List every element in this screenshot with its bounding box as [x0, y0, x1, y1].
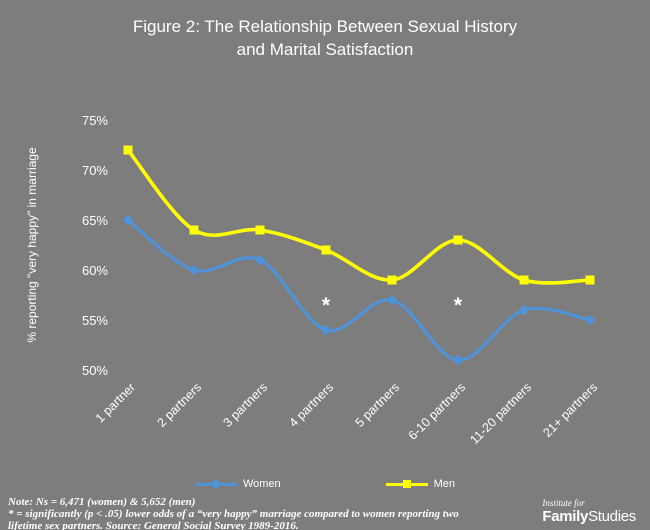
source-note: Note: Ns = 6,471 (women) & 5,652 (men) *… [8, 496, 480, 530]
chart-title: Figure 2: The Relationship Between Sexua… [0, 16, 650, 62]
logo-name-studies: Studies [588, 508, 636, 525]
svg-text:3 partners: 3 partners [220, 380, 270, 430]
legend-label-men: Men [433, 478, 456, 490]
svg-text:5 partners: 5 partners [352, 380, 402, 430]
legend-label-women: Women [242, 478, 281, 490]
svg-text:6-10 partners: 6-10 partners [406, 380, 468, 442]
logo-tagline: Institute for [542, 498, 585, 508]
legend-marker-men-icon [402, 479, 411, 488]
svg-text:75%: 75% [82, 113, 108, 128]
ifs-logo: Institute for FamilyStudies [542, 499, 636, 525]
legend-item-women: Women [194, 477, 281, 490]
svg-text:21+ partners: 21+ partners [540, 380, 600, 440]
svg-text:4 partners: 4 partners [286, 380, 336, 430]
legend-marker-women-icon [210, 477, 222, 490]
logo-name-family: Family [542, 508, 589, 525]
chart-title-line2: and Marital Satisfaction [236, 39, 414, 59]
svg-text:50%: 50% [82, 363, 108, 378]
logo-name: FamilyStudies [542, 508, 636, 525]
svg-text:*: * [322, 294, 331, 317]
note-sample-sizes: Note: Ns = 6,471 (women) & 5,652 (men) [8, 496, 196, 508]
chart-legend: Women Men [0, 477, 650, 490]
note-significance: * = significantly (p < .05) lower odds o… [8, 508, 459, 530]
chart-canvas: 50% 55% 60% 65% 70% 75% 1 partner 2 partners 3 p… [82, 113, 600, 447]
svg-text:2 partners: 2 partners [154, 380, 204, 430]
svg-text:60%: 60% [82, 263, 108, 278]
legend-swatch-men [385, 479, 428, 488]
chart-area: 50% 55% 60% 65% 70% 75% 1 partner 2 partners 3 p… [0, 95, 650, 475]
svg-text:11-20 partners: 11-20 partners [467, 380, 534, 447]
svg-text:55%: 55% [82, 313, 108, 328]
svg-text:*: * [454, 294, 463, 317]
legend-item-men: Men [385, 478, 456, 490]
svg-text:70%: 70% [82, 163, 108, 178]
svg-text:1 partner: 1 partner [93, 380, 138, 425]
chart-title-line1: Figure 2: The Relationship Between Sexua… [132, 17, 518, 36]
legend-swatch-women [194, 477, 237, 490]
svg-text:65%: 65% [82, 213, 108, 228]
